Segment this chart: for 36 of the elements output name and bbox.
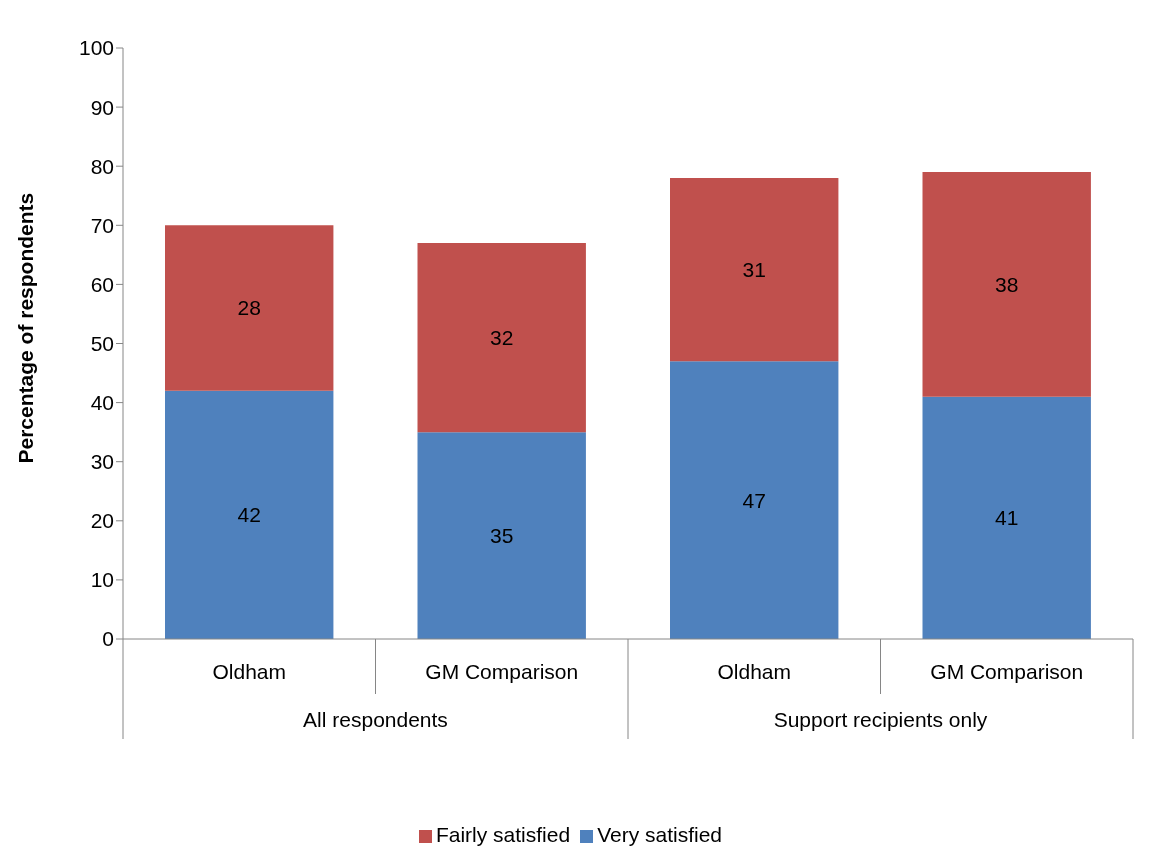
data-label: 42 [237,503,261,527]
y-tick-label: 0 [102,627,114,651]
text: All respondents [303,708,448,731]
y-tick-label: 70 [90,213,114,237]
y-tick-label: 90 [90,95,114,119]
y-tick-label: 40 [90,391,114,415]
y-tick-label: 10 [90,568,114,592]
data-label: 41 [995,506,1019,530]
x-tick-label: Oldham [717,660,792,683]
data-label: 32 [490,326,514,350]
data-label: 47 [742,488,766,512]
data-label: 38 [995,272,1019,296]
bar [922,172,1091,397]
data-label: 31 [742,258,766,282]
y-tick-label: 80 [90,154,114,178]
data-label: 28 [237,296,261,320]
bar [165,390,334,639]
y-tick-label: 20 [90,509,114,533]
x-tick-label: GM Comparison [930,660,1084,683]
legend-label: Very satisfied [597,823,723,846]
y-tick-label: 50 [90,331,114,355]
legend-label: Fairly satisfied [435,823,571,846]
bar [165,225,334,391]
y-axis-title: Percentage of respondents [14,192,38,464]
x-tick-label: GM Comparison [425,660,579,683]
bar [417,243,586,433]
y-tick-label: 30 [90,450,114,474]
bar [922,396,1091,639]
text: Support recipients only [773,708,988,731]
data-label: 35 [490,524,514,548]
x-tick-label: Oldham [212,660,287,683]
y-tick-label: 100 [78,36,114,60]
bar [670,178,839,362]
y-tick-label: 60 [90,272,114,296]
bar [417,432,586,639]
bar [670,361,839,639]
